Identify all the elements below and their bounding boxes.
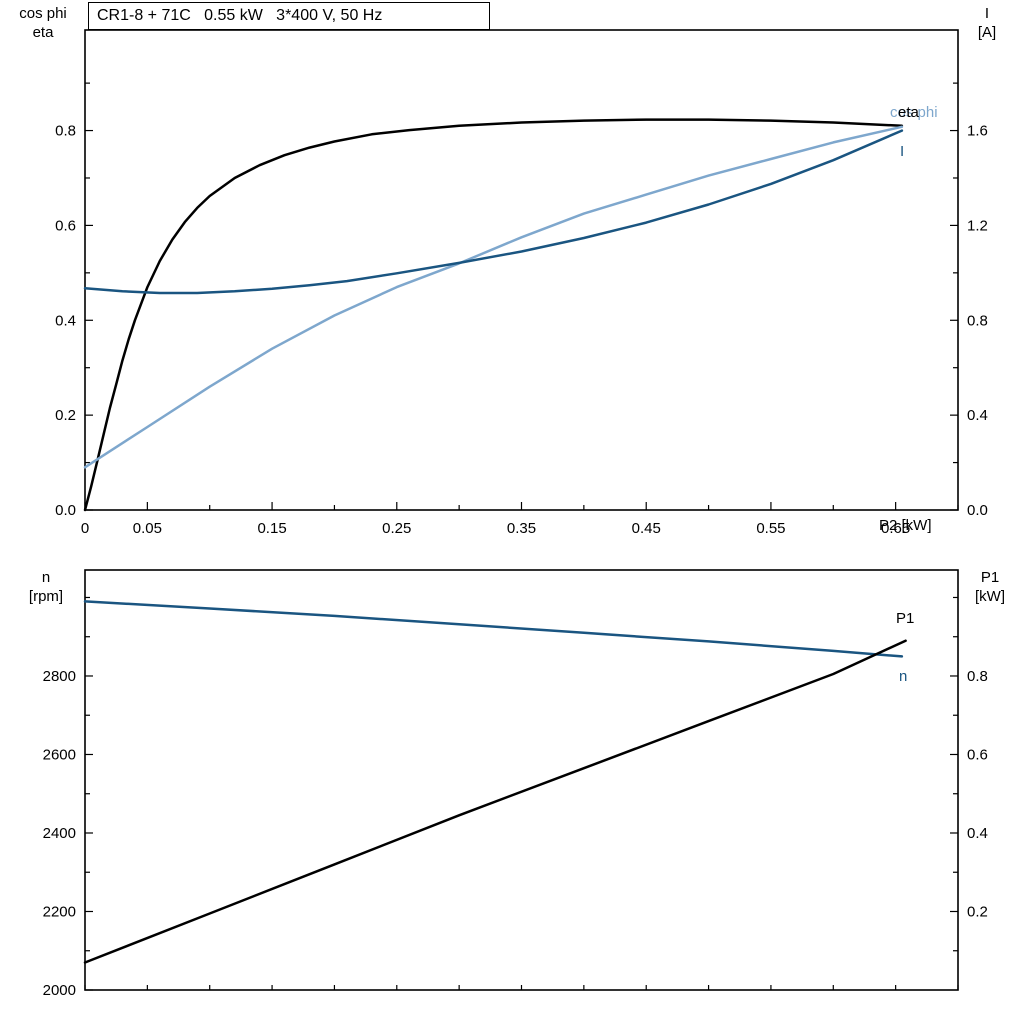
bottom-left-axis-title: n [rpm] [12, 568, 80, 606]
tick-label: 0.0 [55, 502, 76, 519]
axis-title-eta: eta [32, 24, 54, 41]
tick-label: 0.6 [967, 746, 988, 763]
tick-label: 0.35 [507, 520, 536, 537]
curve-label-n: n [899, 668, 908, 685]
tick-label: 0.55 [756, 520, 785, 537]
tick-label: 0.05 [133, 520, 162, 537]
top-left-axis-title: cos phi eta [4, 4, 82, 42]
tick-label: 0.15 [257, 520, 286, 537]
tick-label: 0 [81, 520, 89, 537]
curve-n [83, 600, 904, 658]
top-right-axis-title: I [A] [960, 4, 1014, 42]
curve-label-p1: P1 [896, 610, 915, 627]
tick-label: 0.0 [967, 502, 988, 519]
curve-P1 [83, 639, 907, 964]
curve-label-current: I [900, 143, 905, 160]
axis-title-speed-unit: [rpm] [28, 588, 64, 605]
tick-label: 2000 [43, 982, 76, 999]
tick-label: 0.6 [55, 217, 76, 234]
curve-label-eta: eta [898, 104, 919, 121]
tick-label: 2600 [43, 746, 76, 763]
tick-label: 2200 [43, 903, 76, 920]
tick-label: 0.4 [55, 312, 76, 329]
tick-label: 2400 [43, 825, 76, 842]
tick-label: 0.25 [382, 520, 411, 537]
tick-label: 0.4 [967, 407, 988, 424]
axis-title-speed: n [41, 569, 51, 586]
tick-label: 0.45 [632, 520, 661, 537]
axis-title-cos-phi: cos phi [19, 5, 67, 22]
tick-label: 1.6 [967, 123, 988, 140]
plot-border [84, 29, 959, 511]
bottom-right-axis-title: P1 [kW] [962, 568, 1018, 606]
tick-label: 0.2 [967, 903, 988, 920]
curve-label-cos-phi: cos phi [890, 104, 938, 121]
tick-label: 0.65 [881, 520, 910, 537]
chart-title-box: CR1-8 + 71C 0.55 kW 3*400 V, 50 Hz [88, 2, 490, 30]
tick-label: 0.8 [55, 123, 76, 140]
axis-title-current-unit: [A] [977, 24, 997, 41]
curve-I [83, 129, 904, 295]
curve-cos-phi [83, 125, 904, 469]
tick-label: 0.8 [967, 312, 988, 329]
axis-title-p1-unit: [kW] [975, 588, 1005, 605]
chart-title: CR1-8 + 71C 0.55 kW 3*400 V, 50 Hz [97, 7, 383, 24]
axis-title-current: I [984, 5, 990, 22]
tick-label: 2800 [43, 668, 76, 685]
axis-title-p1: P1 [980, 569, 1000, 586]
x-axis-title: P2 [kW] [879, 517, 932, 534]
tick-label: 1.2 [967, 217, 988, 234]
plot-border [84, 569, 959, 991]
tick-label: 0.4 [967, 825, 988, 842]
curve-eta [83, 118, 904, 512]
tick-label: 0.8 [967, 668, 988, 685]
tick-label: 0.2 [55, 407, 76, 424]
